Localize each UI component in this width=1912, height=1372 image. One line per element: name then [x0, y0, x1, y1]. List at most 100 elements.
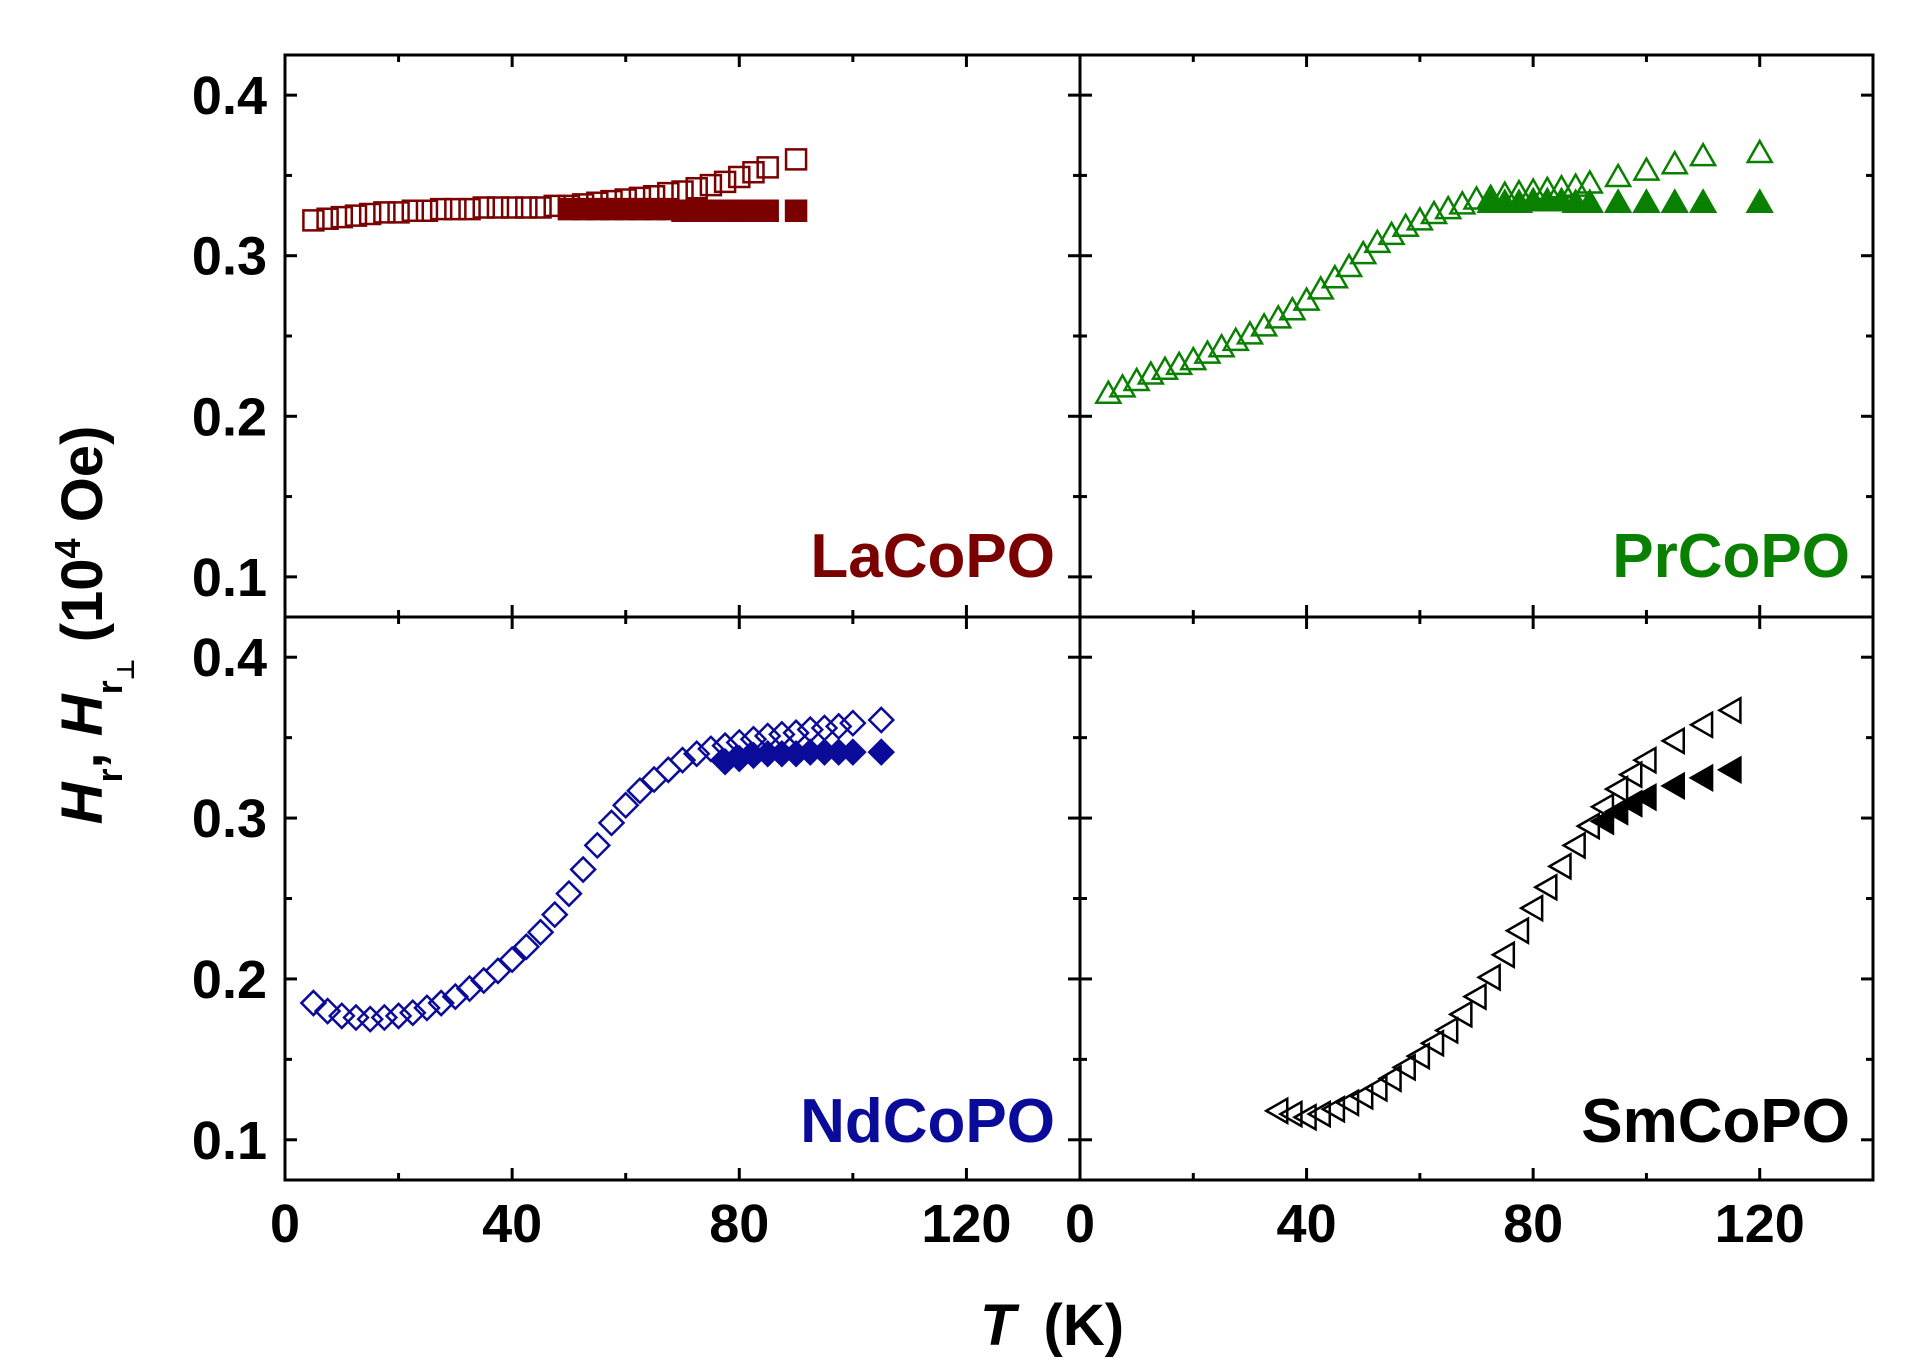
series-open [299, 706, 896, 1033]
data-point [611, 791, 640, 819]
y-axis-h1: H [50, 781, 115, 824]
data-point [1391, 1053, 1416, 1082]
panel-label-prcopo: PrCoPO [1612, 522, 1850, 591]
x-tick-label: 40 [482, 1194, 542, 1254]
data-point [486, 196, 510, 219]
data-point [1603, 774, 1629, 804]
data-point [742, 160, 765, 184]
data-point [472, 196, 495, 219]
data-point [1546, 852, 1572, 881]
data-point [1688, 141, 1718, 167]
x-tick-label: 120 [921, 1194, 1011, 1254]
data-point [654, 756, 683, 784]
panel-ndcopo: NdCoPO [299, 706, 1055, 1156]
x-axis-title: T (K) [980, 1293, 1124, 1358]
y-tick-label: 0.2 [192, 950, 267, 1010]
data-point [1518, 893, 1544, 923]
data-point [1688, 763, 1714, 793]
x-tick-label: 40 [1277, 1194, 1337, 1254]
y-tick-label: 0.1 [192, 548, 267, 608]
x-axis-gap [1027, 1293, 1043, 1358]
data-point [1221, 326, 1250, 352]
data-point [1179, 345, 1208, 371]
data-point [469, 966, 498, 995]
data-point [344, 204, 368, 227]
y-tick-label: 0.3 [192, 789, 267, 849]
data-point [1603, 162, 1633, 188]
data-point [1617, 760, 1643, 789]
data-point [569, 855, 597, 884]
data-point [697, 735, 725, 763]
data-point [1306, 1099, 1331, 1129]
data-point [455, 974, 484, 1003]
data-point [1235, 319, 1265, 345]
y-tick-label: 0.1 [192, 1111, 267, 1171]
data-point [313, 997, 342, 1025]
data-point [1575, 188, 1604, 213]
data-point [373, 201, 396, 224]
data-point [1632, 188, 1661, 213]
y-axis-unit-open: (10 [50, 558, 115, 658]
data-point [1363, 228, 1392, 254]
data-point [583, 831, 612, 860]
x-tick-label: 80 [1503, 1194, 1563, 1254]
data-point [555, 879, 583, 908]
data-point [839, 709, 867, 737]
series-open [1263, 696, 1742, 1132]
x-tick-label: 0 [270, 1194, 300, 1254]
y-axis-h1-sub: r [89, 768, 130, 782]
data-point [1320, 1095, 1346, 1124]
data-point [839, 738, 867, 766]
x-tick-label: 0 [1065, 1194, 1095, 1254]
data-point [1716, 755, 1742, 784]
panel-prcopo: PrCoPO [1094, 138, 1850, 591]
y-axis-h2-sub: r [89, 680, 130, 694]
data-point [1631, 746, 1657, 775]
data-point [484, 957, 512, 985]
data-point [413, 994, 441, 1022]
data-point [784, 148, 808, 171]
data-point [415, 199, 439, 223]
y-axis-h2-subsub: ⊥ [113, 658, 140, 680]
data-point [1476, 963, 1501, 992]
data-point [429, 197, 453, 221]
data-point [370, 1003, 399, 1032]
panel-label-ndcopo: NdCoPO [800, 1087, 1055, 1156]
data-point [1490, 940, 1516, 969]
series-open [1094, 138, 1774, 405]
data-point [384, 1002, 413, 1030]
axes-layer: 0.1 0.2 0.3 0.4 0.1 0.2 0.3 0.4 0 40 80 120 0 40 80 120 [192, 53, 1875, 1254]
data-point [498, 945, 526, 974]
data-point [784, 199, 808, 223]
data-point [668, 746, 697, 774]
series-filled [557, 197, 808, 223]
data-point [1405, 205, 1435, 231]
data-point [299, 989, 328, 1017]
data-point [1532, 873, 1558, 902]
y-axis-title: Hr, Hr⊥ (104 Oe) [47, 426, 140, 825]
y-tick-label: 0.4 [192, 66, 267, 126]
panel-label-lacopo: LaCoPO [810, 522, 1055, 591]
data-point [1122, 366, 1151, 392]
y-axis-unit-close: Oe) [50, 426, 115, 539]
data-point [756, 199, 779, 223]
data-point [1660, 771, 1685, 801]
data-point [1561, 831, 1586, 860]
data-point [1391, 212, 1420, 238]
data-point [526, 918, 555, 947]
series-filled [711, 738, 896, 776]
data-point [387, 201, 410, 224]
data-point [1193, 339, 1222, 364]
data-point [640, 765, 668, 794]
data-point [1688, 710, 1714, 739]
data-point [1688, 188, 1718, 213]
y-axis-comma: , [50, 736, 115, 768]
data-point [1334, 1088, 1360, 1117]
data-point [401, 199, 425, 223]
data-point [1108, 372, 1137, 398]
panel-lacopo: LaCoPO [302, 148, 1055, 591]
panel-smcopo: SmCoPO [1263, 696, 1850, 1156]
data-point [399, 998, 427, 1027]
y-tick-label: 0.2 [192, 387, 267, 447]
